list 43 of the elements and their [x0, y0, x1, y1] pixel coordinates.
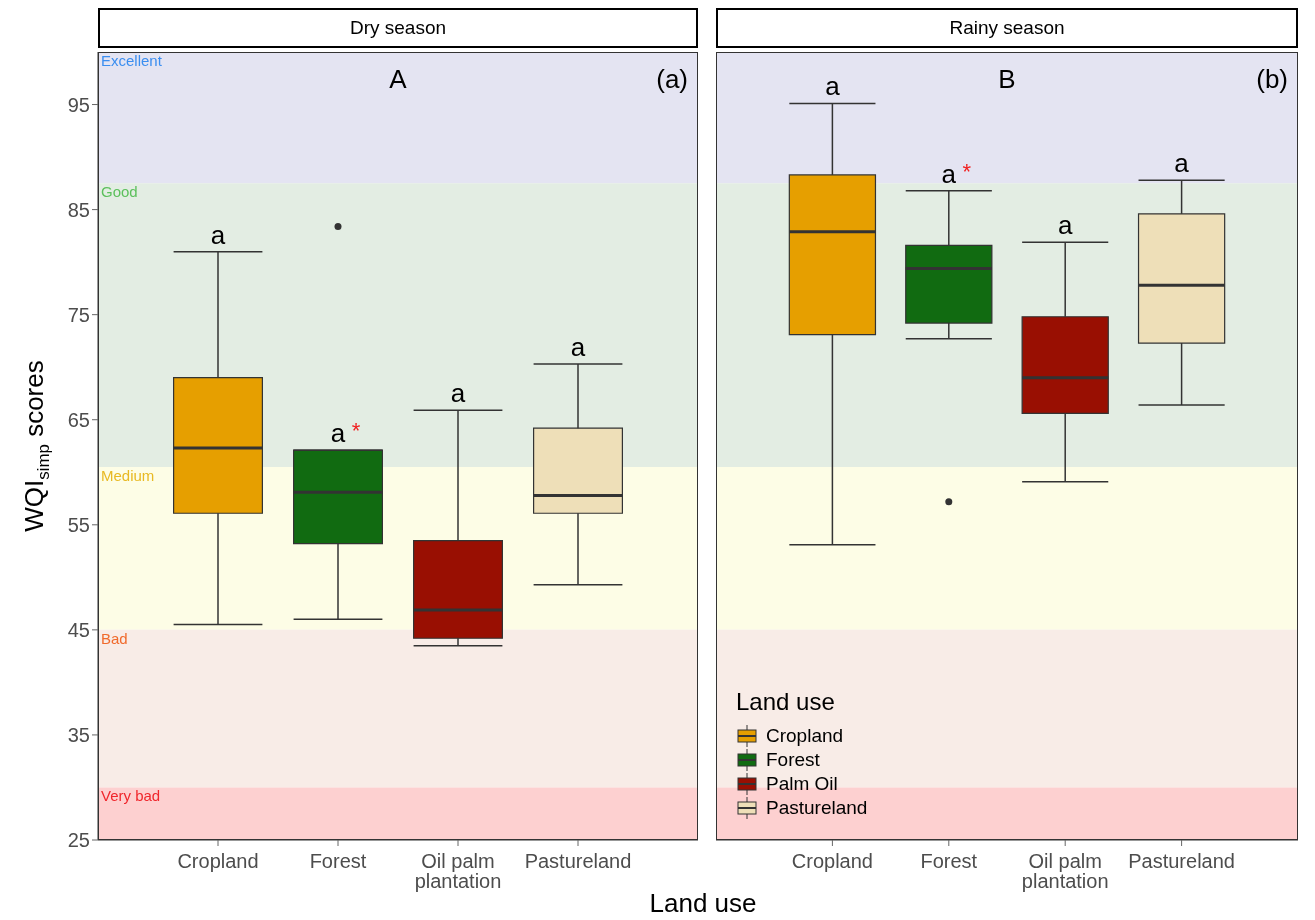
x-tick-label: Pastureland — [524, 850, 632, 873]
y-tick-label: 25 — [67, 829, 90, 852]
x-tick-label: Oil palm plantation — [1021, 850, 1109, 893]
y-tick-label: 55 — [67, 513, 90, 536]
y-tick-label: 35 — [67, 724, 90, 747]
band-label: Bad — [101, 629, 128, 647]
annotation: A — [389, 64, 407, 95]
y-tick-label: 85 — [67, 198, 90, 221]
legend-label: Pastureland — [766, 797, 868, 819]
annotation: a — [450, 378, 466, 409]
x-tick-label: Pastureland — [1128, 850, 1235, 873]
x-tick-label: Forest — [309, 850, 367, 873]
annotation: * — [962, 158, 972, 184]
annotation: (b) — [1256, 64, 1288, 95]
x-tick-label: Cropland — [791, 850, 873, 873]
annotation: a — [570, 332, 586, 363]
y-tick-label: 45 — [67, 618, 90, 641]
x-tick-label: Forest — [920, 850, 978, 873]
legend-label: Cropland — [766, 725, 844, 747]
y-tick-label: 75 — [67, 303, 90, 326]
x-tick-label: Cropland — [177, 850, 259, 873]
band-label: Very bad — [101, 787, 161, 805]
band-label: Medium — [101, 466, 155, 484]
annotation: a — [941, 158, 957, 189]
x-axis-title: Land use — [649, 888, 757, 918]
legend-label: Palm Oil — [766, 773, 838, 795]
y-tick-label: 65 — [67, 408, 90, 431]
annotation: * — [351, 418, 361, 444]
legend-title: Land use — [736, 688, 836, 716]
band-label: Good — [101, 182, 138, 200]
annotation: a — [1174, 148, 1190, 179]
annotation: a — [1057, 210, 1073, 241]
annotation: (a) — [656, 64, 688, 95]
chart-title: Dry season — [98, 8, 698, 48]
band-label: Excellent — [101, 51, 163, 69]
y-tick-label: 95 — [67, 93, 90, 116]
legend-label: Forest — [766, 749, 820, 771]
annotation: a — [330, 418, 346, 449]
annotation: a — [825, 71, 841, 102]
chart-title: Rainy season — [716, 8, 1298, 48]
annotation: a — [210, 219, 226, 250]
annotation: B — [998, 64, 1016, 95]
x-tick-label: Oil palm plantation — [414, 850, 502, 893]
